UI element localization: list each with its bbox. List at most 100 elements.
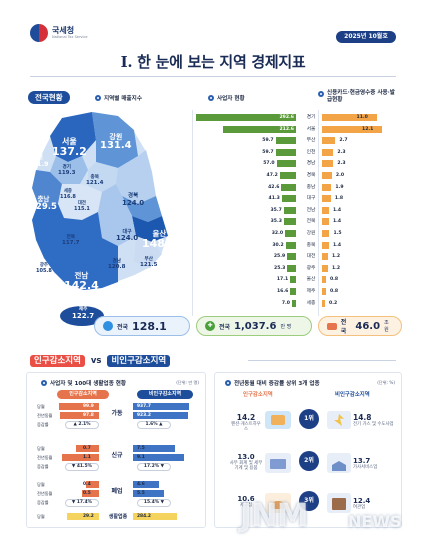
- non-declining-value: 9.1: [137, 455, 145, 460]
- map-region-label: 경북 124.0: [122, 193, 145, 207]
- map-region-label: 대전 115.1: [74, 201, 90, 212]
- region-bar-row: 57.0 경남 2.3: [196, 160, 416, 168]
- row-label: 당월: [37, 446, 45, 451]
- issue-date-badge: 2025년 10월호: [336, 31, 396, 43]
- map-region-label: 대구 124.0: [116, 229, 139, 243]
- declining-value: 0.7: [83, 446, 91, 451]
- region-bar-row: 41.3 대구 1.8: [196, 195, 416, 203]
- business-count-value: 32.0: [271, 231, 284, 236]
- row-label: 증감률: [37, 422, 49, 427]
- map-region-label: 서울 137.2: [52, 137, 87, 159]
- non-declining-value: 7.5: [137, 446, 145, 451]
- card-amount-value: 2.0: [335, 173, 345, 178]
- sales-index-heading: 지역별 매출지수: [95, 94, 142, 102]
- section-national-badge: 전국현황: [28, 91, 70, 104]
- region-name: 대전: [306, 254, 316, 260]
- card-amount-bar: [322, 183, 332, 191]
- business-count-value: 7.0: [281, 300, 290, 306]
- unit-label: (단위: 만 명): [176, 380, 199, 385]
- non-declining-bar: [133, 412, 189, 419]
- row-label: 전년동월: [37, 455, 53, 460]
- column-divider: [318, 110, 319, 316]
- card-amount-bar: [322, 218, 329, 226]
- card-amount-bar: [322, 114, 377, 121]
- card-amount-bar: [322, 264, 328, 272]
- business-count-bar: [290, 288, 296, 295]
- unit-label: (단위: %): [377, 380, 395, 385]
- card-amount-bar: [322, 137, 336, 145]
- region-name: 부산: [306, 138, 316, 144]
- card-amount-bar: [322, 125, 382, 133]
- business-count-bar: [292, 299, 296, 307]
- card-amount-bar: [322, 299, 325, 307]
- region-bar-row: 59.7 인천 2.3: [196, 148, 416, 157]
- non-declining-value: 5.5: [137, 491, 145, 496]
- category-label: 가동: [111, 410, 123, 417]
- non-declining-bar: [133, 490, 164, 497]
- agency-name: 국세청: [52, 26, 75, 35]
- rank-left-item: 13.0 사무 회계 및 세무 기계 및 용품: [229, 453, 263, 472]
- region-bar-row: 7.0 세종 0.2: [196, 299, 416, 308]
- business-status-panel: 사업자 및 100대 생활업종 현황 (단위: 만 명) 인구감소지역 비인구감…: [26, 372, 206, 528]
- region-name: 세종: [306, 300, 316, 306]
- column-head-declining: 인구감소지역: [57, 390, 109, 399]
- business-count-value: 30.2: [272, 242, 284, 248]
- region-name: 울산: [306, 277, 316, 283]
- category-label: 신규: [111, 452, 123, 459]
- pension-icon: [265, 411, 291, 429]
- card-amount-bar: [322, 195, 331, 203]
- top-industries-panel: 전년동월 대비 증감률 상위 3개 업종 (단위: %) 인구감소지역 비인구감…: [214, 372, 402, 528]
- row-label: 증감률: [37, 500, 49, 505]
- region-bar-row: 212.6 서울 12.1: [196, 125, 416, 134]
- business-count-bar: [290, 276, 296, 284]
- business-count-value: 42.6: [268, 184, 280, 190]
- card-amount-value: 1.2: [331, 254, 341, 260]
- korea-map-shape: [31, 111, 169, 326]
- non-declining-bar: [133, 403, 189, 410]
- business-count-value: 25.9: [273, 254, 286, 260]
- non-declining-bar: [133, 445, 175, 452]
- circle-icon: [103, 321, 113, 331]
- card-amount-value: 1.4: [332, 219, 342, 225]
- map-region-label: 울산 148.9: [142, 229, 177, 250]
- business-count-bar: [223, 125, 296, 133]
- non-declining-value: 284.2: [137, 514, 151, 519]
- declining-change-badge: ▲ 2.1%: [65, 421, 99, 429]
- bullet-icon: [208, 95, 214, 101]
- business-count-bar: [196, 114, 296, 121]
- region-bar-row: 17.1 울산 0.8: [196, 276, 416, 284]
- business-count-bar: [287, 264, 296, 272]
- region-bar-row: 59.7 부산 2.7: [196, 137, 416, 145]
- declining-bar: [67, 513, 99, 520]
- category-label: 생활업종: [108, 514, 128, 520]
- region-name: 경남: [306, 161, 316, 167]
- business-count-value: 35.3: [270, 219, 282, 225]
- rank-badge: 2위: [299, 451, 319, 471]
- inn-icon: [327, 493, 351, 513]
- row-label: 전년동월: [37, 413, 53, 418]
- business-count-bar: [285, 230, 296, 237]
- card-amount-bar: [322, 206, 329, 214]
- title-divider: [30, 76, 396, 77]
- rank-left-item: 14.2 펜션·게스트하우스: [231, 413, 261, 433]
- business-count-value: 41.3: [268, 196, 280, 202]
- map-region-label: 광주 105.8: [36, 263, 52, 274]
- region-name: 전북: [306, 219, 316, 225]
- region-name: 경기: [306, 115, 316, 120]
- map-region-label: 전북 117.7: [62, 235, 80, 246]
- non-declining-bar: [133, 454, 184, 461]
- business-count-value: 59.7: [262, 149, 274, 155]
- non-declining-change-badge: 17.2% ▼: [137, 463, 171, 471]
- non-declining-change-badge: 15.4% ▼: [137, 499, 171, 507]
- header: 국세청 National Tax Service 2025년 10월호: [0, 0, 426, 44]
- non-declining-value: 937.7: [137, 404, 151, 409]
- declining-change-badge: ▼ 41.5%: [65, 463, 99, 471]
- card-amount-value: 2.7: [339, 138, 348, 144]
- declining-bar: [62, 454, 99, 461]
- business-count-heading: 사업자 현황: [208, 94, 245, 102]
- business-count-value: 57.0: [263, 161, 275, 167]
- column-head-declining: 인구감소지역: [243, 392, 273, 398]
- rank-right-item: 12.4 여관업: [353, 497, 371, 510]
- region-name: 서울: [306, 126, 316, 132]
